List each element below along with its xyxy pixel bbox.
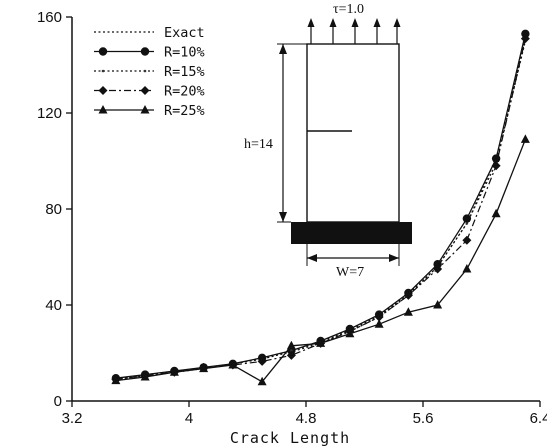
- series-point: [101, 69, 105, 73]
- y-tick-label: 40: [45, 297, 62, 314]
- series-point: [316, 338, 326, 347]
- series-point: [520, 134, 530, 143]
- series-point: [345, 328, 355, 338]
- legend-entry: R=25%: [94, 103, 205, 119]
- series-point: [462, 235, 472, 245]
- series-point: [462, 214, 472, 223]
- series-r-25-: [111, 134, 530, 386]
- series-point: [257, 356, 267, 366]
- height-arrow-top: [279, 44, 287, 54]
- series-point: [433, 264, 443, 274]
- x-tick-label: 4.8: [296, 410, 317, 427]
- legend-label: R=10%: [164, 45, 205, 61]
- legend-label: Exact: [164, 25, 205, 41]
- series-point: [462, 264, 472, 273]
- series-layer: [111, 29, 530, 386]
- series-point: [228, 360, 238, 369]
- plate-body: [306, 43, 400, 223]
- height-arrow-bottom: [279, 212, 287, 222]
- width-label: W=7: [336, 265, 364, 280]
- load-arrow-head: [351, 18, 359, 27]
- legend-entry: R=15%: [94, 64, 205, 80]
- inset-diagram: τ=1.0 h=14 W=7: [244, 2, 412, 280]
- series-point: [140, 86, 150, 95]
- x-tick-label: 3.2: [62, 410, 83, 427]
- series-point: [140, 105, 150, 114]
- series-point: [98, 47, 108, 56]
- x-tick-label: 4: [185, 410, 193, 427]
- series-point: [140, 372, 150, 381]
- load-arrow-head: [393, 18, 401, 27]
- series-point: [433, 300, 443, 309]
- width-arrow-left: [307, 254, 317, 262]
- series-line: [115, 38, 526, 380]
- series-point: [374, 312, 384, 322]
- y-tick-label: 120: [37, 105, 62, 122]
- series-point: [257, 376, 267, 386]
- legend-label: R=25%: [164, 103, 205, 119]
- series-point: [111, 375, 121, 385]
- series-point: [491, 154, 501, 163]
- series-point: [520, 34, 530, 44]
- series-point: [491, 161, 501, 171]
- axes: [71, 17, 540, 402]
- series-point: [143, 69, 147, 73]
- y-tick-label: 160: [37, 9, 62, 26]
- series-point: [374, 319, 384, 328]
- load-arrow-head: [307, 18, 315, 27]
- series-point: [290, 349, 293, 352]
- series-point: [98, 86, 108, 95]
- legend-label: R=20%: [164, 84, 205, 100]
- x-tick-label: 6.4: [530, 410, 547, 427]
- ticks: 3.2 4 4.8 5.6 6.4 0 40 80 120 160: [37, 9, 547, 427]
- legend: Exact R=10% R=15% R=20% R=25%: [94, 25, 205, 119]
- y-tick-label: 80: [45, 201, 62, 218]
- series-point: [433, 260, 442, 269]
- legend-label: R=15%: [164, 64, 205, 80]
- series-point: [465, 222, 469, 225]
- height-label: h=14: [244, 137, 273, 152]
- load-arrows: [307, 18, 401, 44]
- series-point: [140, 47, 150, 56]
- legend-entry: R=20%: [94, 84, 205, 100]
- fixed-base: [291, 222, 412, 244]
- series-point: [403, 290, 413, 300]
- y-tick-label: 0: [54, 393, 62, 410]
- series-point: [491, 208, 501, 218]
- series-point: [169, 367, 179, 376]
- legend-entry: R=10%: [94, 45, 205, 61]
- series-point: [403, 307, 413, 316]
- series-point: [521, 29, 530, 38]
- width-arrow-right: [389, 254, 399, 262]
- load-label: τ=1.0: [333, 2, 364, 17]
- series-point: [286, 340, 296, 350]
- x-tick-label: 5.6: [413, 410, 434, 427]
- x-axis-title: Crack Length: [230, 429, 350, 447]
- load-arrow-head: [329, 18, 337, 27]
- series-point: [98, 105, 108, 114]
- load-arrow-head: [373, 18, 381, 27]
- series-point: [199, 363, 209, 373]
- series-point: [286, 350, 296, 360]
- legend-entry: Exact: [94, 25, 205, 41]
